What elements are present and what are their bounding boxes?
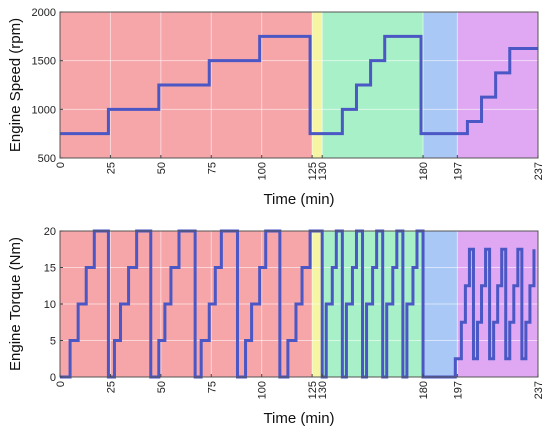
engine-speed-x-tick-label-9: 237 bbox=[533, 162, 545, 180]
engine-torque-y-tick-label-3: 15 bbox=[44, 263, 56, 275]
engine-speed-axes-frame bbox=[59, 11, 539, 159]
engine-speed-x-tick-label-0: 0 bbox=[55, 162, 67, 168]
engine-speed-x-tick-label-1: 25 bbox=[105, 162, 117, 174]
engine-speed-y-ticks: 500 1000 1500 2000 bbox=[32, 7, 63, 165]
engine-speed-region-3 bbox=[423, 12, 458, 158]
engine-torque-x-tick-label-9: 237 bbox=[533, 381, 545, 399]
engine-torque-x-tick-label-2: 50 bbox=[156, 381, 168, 393]
engine-speed-y-tick-label-1: 1000 bbox=[32, 104, 56, 116]
engine-speed-x-tick-label-5: 125 bbox=[307, 162, 319, 180]
engine-speed-x-tick-label-4: 100 bbox=[257, 162, 269, 180]
engine-speed-x-tick-label-2: 50 bbox=[156, 162, 168, 174]
engine-speed-y-axis-label: Engine Speed (rpm) bbox=[7, 18, 24, 152]
engine-speed-y-tick-label-2: 1500 bbox=[32, 56, 56, 68]
engine-torque-y-tick-label-1: 5 bbox=[50, 336, 56, 348]
engine-speed-region-1 bbox=[312, 12, 323, 158]
engine-speed-region-4 bbox=[457, 12, 538, 158]
engine-speed-x-tick-label-8: 197 bbox=[452, 162, 464, 180]
engine-torque-y-tick-label-2: 10 bbox=[44, 299, 56, 311]
engine-torque-x-tick-label-4: 100 bbox=[257, 381, 269, 399]
engine-torque-y-tick-label-4: 20 bbox=[44, 226, 56, 238]
engine-speed-x-tick-label-7: 180 bbox=[418, 162, 430, 180]
engine-torque-y-tick-label-0: 0 bbox=[50, 372, 56, 384]
engine-torque-x-axis-label: Time (min) bbox=[263, 410, 334, 427]
engine-torque-x-tick-label-8: 197 bbox=[452, 381, 464, 399]
engine-speed-y-tick-label-3: 2000 bbox=[32, 7, 56, 19]
engine-speed-x-tick-label-6: 130 bbox=[317, 162, 329, 180]
engine-torque-y-ticks: 0 5 10 15 20 bbox=[44, 226, 63, 384]
engine-torque-y-axis-label: Engine Torque (Nm) bbox=[7, 237, 24, 371]
engine-speed-x-axis-label: Time (min) bbox=[263, 191, 334, 208]
engine-torque-x-tick-label-3: 75 bbox=[206, 381, 218, 393]
engine-torque-x-tick-label-7: 180 bbox=[418, 381, 430, 399]
engine-torque-x-tick-label-5: 125 bbox=[307, 381, 319, 399]
engine-speed-y-tick-label-0: 500 bbox=[38, 153, 56, 165]
engine-speed-x-tick-label-3: 75 bbox=[206, 162, 218, 174]
engine-torque-line bbox=[60, 229, 536, 379]
engine-torque-x-tick-label-1: 25 bbox=[105, 381, 117, 393]
engine-speed-regions bbox=[60, 12, 538, 158]
engine-torque-x-tick-label-6: 130 bbox=[317, 381, 329, 399]
engine-speed-region-2 bbox=[322, 12, 424, 158]
engine-torque-x-tick-label-0: 0 bbox=[55, 381, 67, 387]
engine-speed-line bbox=[60, 34, 538, 136]
